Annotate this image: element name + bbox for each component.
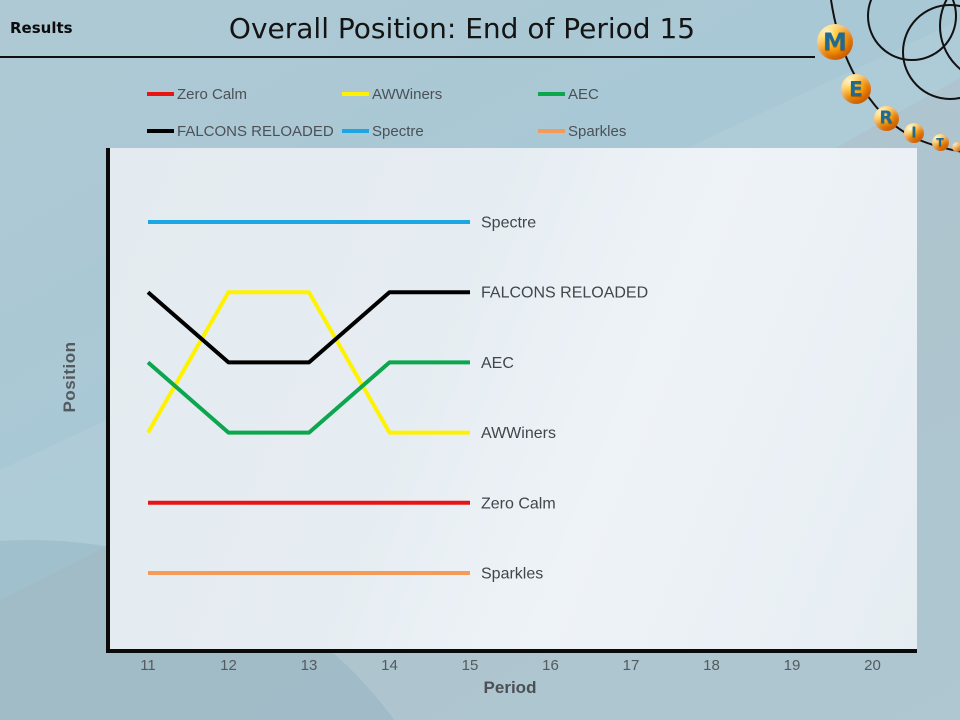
legend-swatch-icon — [342, 92, 369, 96]
legend-item: FALCONS RELOADED — [147, 121, 342, 141]
legend-label: FALCONS RELOADED — [177, 122, 334, 140]
decor-circle-icon — [939, 0, 960, 71]
decor-circle-icon — [867, 0, 957, 61]
legend-swatch-icon — [538, 129, 565, 133]
legend-item: AEC — [538, 84, 788, 104]
legend-swatch-icon — [342, 129, 369, 133]
plot-area — [106, 148, 917, 653]
decor-circle-icon — [902, 4, 960, 100]
merit-ball-icon: I — [904, 123, 924, 143]
legend-label: Spectre — [372, 122, 424, 140]
merit-ball-icon: E — [841, 74, 871, 104]
x-tick-label: 19 — [783, 657, 801, 674]
y-axis-title: Position — [60, 341, 79, 413]
legend-label: Zero Calm — [177, 85, 248, 103]
legend-swatch-icon — [147, 129, 174, 133]
x-tick-label: 18 — [703, 657, 720, 674]
merit-ball-icon: T — [931, 133, 949, 151]
section-label: Results — [10, 19, 73, 37]
legend-label: AEC — [568, 85, 599, 103]
legend-item: Zero Calm — [147, 84, 342, 104]
legend-swatch-icon — [538, 92, 565, 96]
legend-label: AWWiners — [372, 85, 443, 103]
legend-item: Sparkles — [538, 121, 788, 141]
merit-ball-icon — [952, 142, 960, 152]
x-tick-label: 11 — [140, 657, 156, 674]
x-tick-label: 14 — [381, 657, 398, 674]
legend-item: AWWiners — [342, 84, 538, 104]
x-tick-label: 20 — [864, 657, 881, 674]
x-tick-label: 12 — [220, 657, 237, 674]
header-rule — [0, 56, 815, 58]
x-axis-title: Period — [483, 678, 537, 697]
legend-item: Spectre — [342, 121, 538, 141]
x-tick-label: 15 — [461, 657, 479, 674]
x-tick-label: 16 — [542, 657, 559, 674]
legend-label: Sparkles — [568, 122, 627, 140]
merit-ball-icon: R — [873, 105, 899, 131]
page-title: Overall Position: End of Period 15 — [228, 12, 696, 45]
legend-swatch-icon — [147, 92, 174, 96]
chart-legend: Zero Calm AWWiners AEC FALCONS RELOADED Spec… — [147, 84, 788, 141]
x-tick-label: 13 — [300, 657, 318, 674]
merit-ball-icon: M — [817, 24, 853, 60]
x-tick-label: 17 — [622, 657, 640, 674]
